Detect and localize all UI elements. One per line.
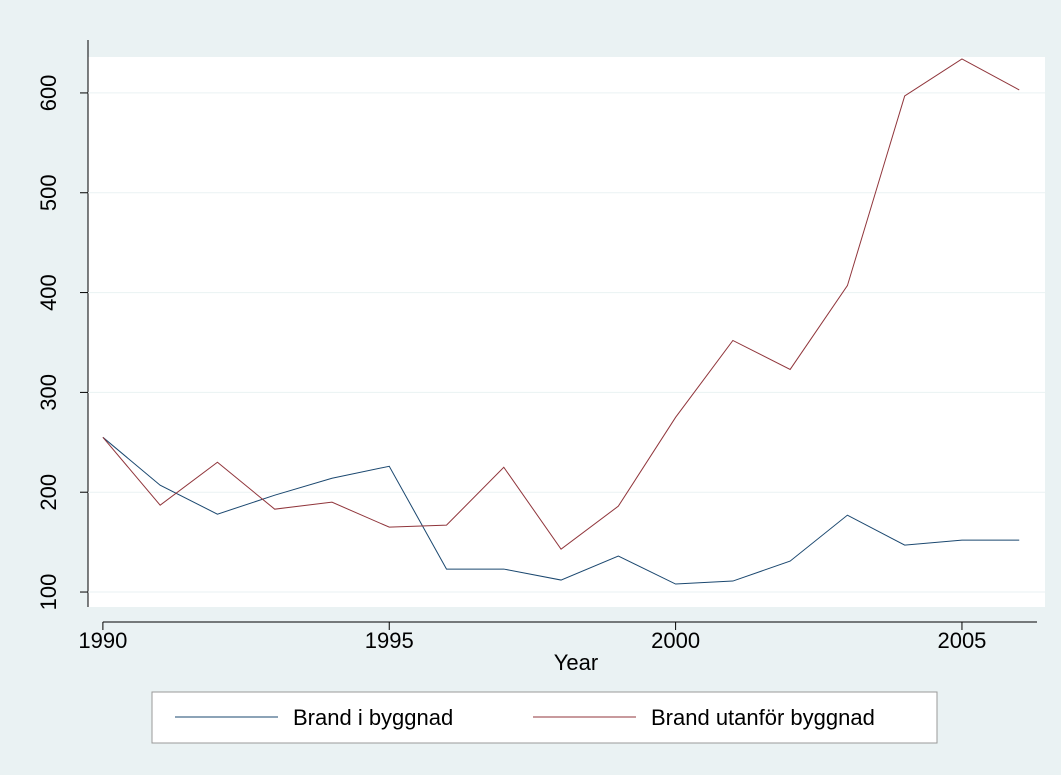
x-tick-label: 2005: [937, 628, 986, 653]
legend-label: Brand utanför byggnad: [651, 705, 875, 730]
plot-area: [88, 57, 1045, 607]
legend-label: Brand i byggnad: [293, 705, 453, 730]
x-axis-label: Year: [554, 650, 598, 675]
series-line: [102, 436, 1020, 585]
y-tick-label: 500: [36, 174, 61, 211]
y-tick-label: 600: [36, 75, 61, 112]
series-line: [102, 58, 1020, 550]
x-tick-label: 2000: [651, 628, 700, 653]
y-tick-label: 200: [36, 474, 61, 511]
y-tick-label: 100: [36, 574, 61, 611]
y-tick-label: 300: [36, 374, 61, 411]
x-tick-label: 1990: [78, 628, 127, 653]
x-tick-label: 1995: [365, 628, 414, 653]
y-tick-label: 400: [36, 274, 61, 311]
